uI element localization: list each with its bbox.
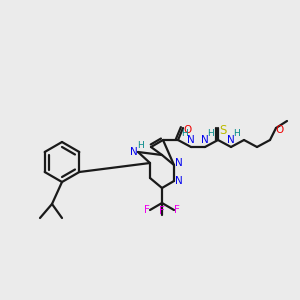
Text: F: F	[174, 205, 180, 215]
Text: S: S	[219, 124, 227, 136]
Text: F: F	[144, 205, 150, 215]
Text: N: N	[227, 135, 235, 145]
Text: F: F	[159, 206, 165, 216]
Text: N: N	[201, 135, 209, 145]
Text: H: H	[208, 128, 214, 137]
Text: N: N	[187, 135, 195, 145]
Text: H: H	[234, 128, 240, 137]
Text: O: O	[276, 125, 284, 135]
Text: H: H	[182, 128, 188, 137]
Text: O: O	[183, 125, 191, 135]
Text: N: N	[175, 176, 183, 186]
Text: N: N	[130, 147, 138, 157]
Text: N: N	[175, 158, 183, 168]
Text: H: H	[136, 140, 143, 149]
